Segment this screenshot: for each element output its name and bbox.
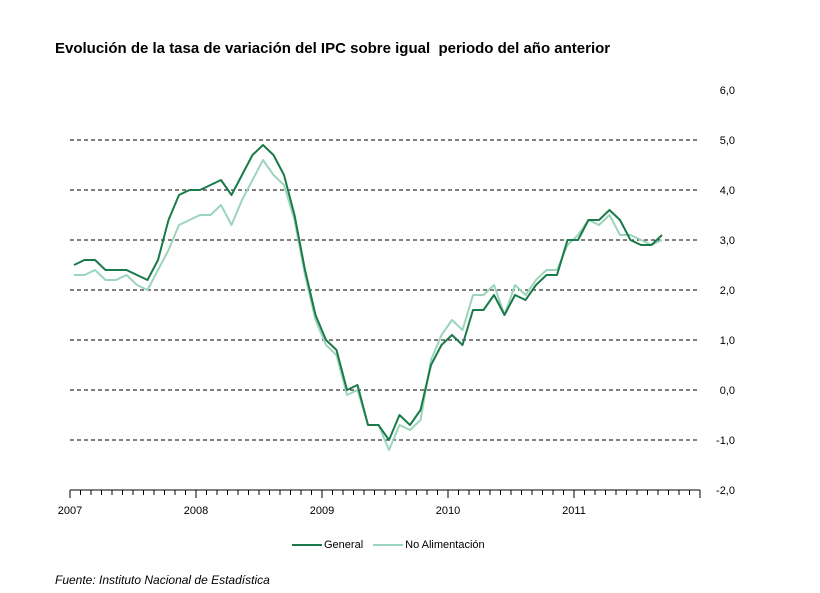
x-axis-tick-labels: 2007 2008 2009 2010 2011 (58, 505, 586, 517)
legend-item-no-alimentacion: No Alimentación (373, 539, 485, 551)
y-tick-label: 4,0 (720, 185, 735, 197)
x-tick-label: 2009 (310, 505, 334, 517)
chart-title: Evolución de la tasa de variación del IP… (55, 40, 611, 57)
series-line-general (73, 144, 663, 441)
y-tick-label: 6,0 (720, 85, 735, 97)
y-axis-tick-labels: 6,0 5,0 4,0 3,0 2,0 1,0 0,0 -1,0 -2,0 (716, 85, 735, 497)
legend-label-no-alimentacion: No Alimentación (405, 539, 485, 551)
x-tick-label: 2007 (58, 505, 82, 517)
legend-label-general: General (324, 539, 364, 551)
y-tick-label: 3,0 (720, 235, 735, 247)
legend-swatch-general (292, 544, 322, 546)
y-tick-label: -1,0 (716, 435, 735, 447)
y-tick-label: 0,0 (720, 385, 735, 397)
y-tick-label: 2,0 (720, 285, 735, 297)
x-tick-label: 2011 (562, 505, 586, 517)
y-tick-label: 1,0 (720, 335, 735, 347)
y-tick-label: -2,0 (716, 485, 735, 497)
series-lines (73, 144, 663, 451)
grid-lines (70, 139, 700, 441)
legend: General No Alimentación (292, 539, 495, 551)
x-tick-label: 2010 (436, 505, 460, 517)
legend-item-general: General (292, 539, 363, 551)
x-tick-label: 2008 (184, 505, 208, 517)
y-tick-label: 5,0 (720, 135, 735, 147)
series-line-no-alimentacion (74, 159, 663, 451)
x-axis (69, 489, 701, 498)
legend-swatch-no-alimentacion (373, 544, 404, 546)
source-note: Fuente: Instituto Nacional de Estadístic… (55, 573, 270, 587)
